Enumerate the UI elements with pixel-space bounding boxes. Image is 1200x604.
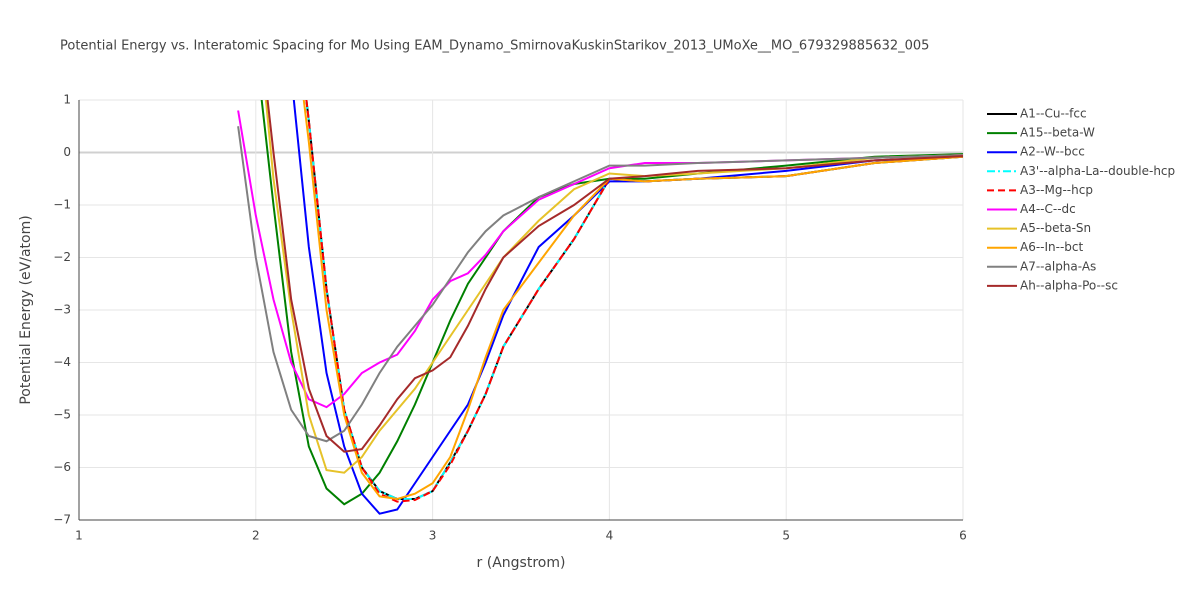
- y-axis-label: Potential Energy (eV/atom): [18, 215, 34, 404]
- legend-label: A3--Mg--hcp: [1020, 183, 1093, 197]
- y-tick-label: −5: [53, 408, 71, 422]
- series-line: [266, 100, 963, 453]
- y-tick-label: 1: [63, 93, 71, 107]
- legend-label: A7--alpha-As: [1020, 259, 1096, 273]
- x-tick-label: 2: [252, 529, 260, 543]
- y-tick-label: −7: [53, 513, 71, 527]
- x-tick-label: 1: [75, 529, 83, 543]
- y-tick-label: −6: [53, 460, 71, 474]
- series-line: [302, 100, 963, 501]
- y-tick-label: 0: [63, 145, 71, 159]
- plot-lines: [237, 100, 963, 515]
- y-tick-label: −3: [53, 303, 71, 317]
- series-line: [305, 100, 963, 500]
- chart-title: Potential Energy vs. Interatomic Spacing…: [60, 39, 929, 54]
- series-line: [237, 126, 963, 443]
- series-line: [305, 100, 963, 503]
- y-tick-label: −1: [53, 198, 71, 212]
- legend-label: A1--Cu--fcc: [1020, 107, 1087, 121]
- series-line: [260, 100, 963, 506]
- legend-label: A2--W--bcc: [1020, 145, 1085, 159]
- series-line: [305, 100, 963, 500]
- legend-label: A5--beta-Sn: [1020, 221, 1091, 235]
- legend-label: A15--beta-W: [1020, 126, 1095, 140]
- legend-label: Ah--alpha-Po--sc: [1020, 278, 1118, 292]
- series-line: [292, 100, 963, 515]
- y-tick-label: −4: [53, 355, 71, 369]
- x-tick-label: 6: [959, 529, 967, 543]
- legend-label: A4--C--dc: [1020, 202, 1076, 216]
- x-tick-label: 4: [606, 529, 614, 543]
- y-tick-label: −2: [53, 250, 71, 264]
- legend-label: A3'--alpha-La--double-hcp: [1020, 164, 1175, 178]
- x-axis-label: r (Angstrom): [477, 555, 566, 571]
- legend-label: A6--In--bct: [1020, 240, 1084, 254]
- x-tick-label: 5: [782, 529, 790, 543]
- x-tick-label: 3: [429, 529, 437, 543]
